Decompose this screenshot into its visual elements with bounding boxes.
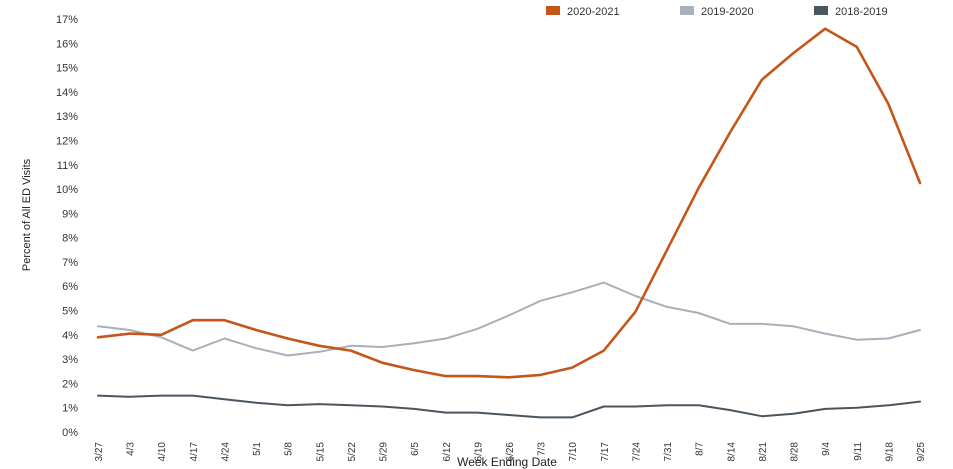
x-tick-label: 7/31 — [663, 442, 674, 462]
x-axis-title: Week Ending Date — [457, 455, 557, 469]
series-line-2018-2019 — [97, 394, 921, 419]
legend: 2020-2021 2019-2020 2018-2019 — [546, 6, 888, 18]
x-tick-label: 4/10 — [157, 442, 168, 462]
y-tick-label: 8% — [62, 233, 78, 245]
y-tick-label: 15% — [56, 63, 78, 75]
x-tick-label: 7/3 — [537, 442, 548, 456]
y-tick-label: 13% — [56, 111, 78, 123]
y-tick-label: 2% — [62, 378, 78, 390]
x-tick-label: 8/21 — [758, 442, 769, 462]
x-tick-label: 6/19 — [473, 442, 484, 462]
legend-label: 2020-2021 — [567, 6, 620, 18]
y-tick-label: 3% — [62, 354, 78, 366]
y-tick-label: 11% — [57, 160, 78, 172]
series-line-2020-2021 — [96, 27, 922, 379]
x-tick-label: 8/14 — [726, 442, 737, 462]
legend-swatch — [546, 6, 560, 15]
x-tick-label: 9/18 — [884, 442, 895, 462]
x-tick-label: 4/3 — [126, 442, 137, 456]
x-tick-label: 5/1 — [252, 442, 263, 456]
x-tick-label: 9/25 — [916, 442, 927, 462]
x-tick-label: 4/24 — [220, 442, 231, 462]
x-tick-label: 6/5 — [410, 442, 421, 456]
y-tick-label: 5% — [62, 306, 78, 318]
y-tick-label: 12% — [56, 135, 78, 147]
x-tick-label: 5/22 — [347, 442, 358, 462]
x-tick-label: 3/27 — [94, 442, 105, 462]
y-tick-label: 7% — [62, 257, 78, 269]
y-tick-label: 4% — [62, 330, 78, 342]
x-tick-label: 5/29 — [379, 442, 390, 462]
series-lines — [96, 27, 922, 419]
x-tick-label: 5/8 — [284, 442, 295, 456]
y-tick-label: 6% — [62, 281, 78, 293]
x-tick-label: 9/11 — [853, 442, 864, 461]
y-axis-title: Percent of All ED Visits — [21, 158, 33, 271]
x-tick-label: 8/28 — [790, 442, 801, 462]
y-axis-ticks: 0% 1% 2% 3% 4% 5% 6% 7% 8% 9% 10% 11% 12% 13% 14% 15% 16… — [56, 14, 78, 439]
y-tick-label: 0% — [62, 427, 78, 439]
y-tick-label: 1% — [62, 403, 78, 415]
x-tick-label: 6/26 — [505, 442, 516, 462]
x-tick-label: 6/12 — [442, 442, 453, 462]
legend-label: 2018-2019 — [835, 6, 888, 18]
x-tick-label: 5/15 — [315, 442, 326, 462]
x-tick-label: 7/17 — [600, 442, 611, 462]
x-tick-label: 8/7 — [695, 442, 706, 456]
y-tick-label: 16% — [56, 38, 78, 50]
x-tick-label: 7/24 — [631, 442, 642, 462]
y-tick-label: 14% — [56, 87, 78, 99]
x-tick-label: 7/10 — [568, 442, 579, 462]
legend-label: 2019-2020 — [701, 6, 754, 18]
y-tick-label: 10% — [56, 184, 78, 196]
y-tick-label: 17% — [56, 14, 78, 26]
x-tick-label: 4/17 — [189, 442, 200, 462]
legend-swatch — [814, 6, 828, 15]
series-line-2019-2020 — [97, 281, 921, 357]
legend-swatch — [680, 6, 694, 15]
y-tick-label: 9% — [62, 208, 78, 220]
x-tick-label: 9/4 — [821, 442, 832, 456]
x-axis-ticks: 3/27 4/3 4/10 4/17 4/24 5/1 5/8 5/15 5/22 5/29 6/5… — [94, 442, 927, 462]
